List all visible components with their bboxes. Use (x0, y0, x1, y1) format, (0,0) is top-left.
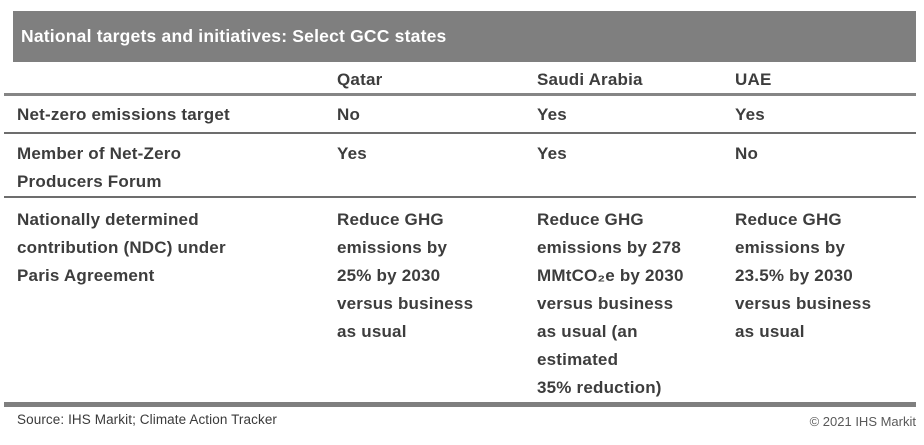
gcc-targets-table: Qatar Saudi Arabia UAE Net-zero emission… (4, 62, 916, 407)
figure-title: National targets and initiatives: Select… (21, 26, 447, 46)
value-cell-qatar: Reduce GHG emissions by 25% by 2030 vers… (337, 210, 474, 341)
value-cell-uae: Reduce GHG emissions by 23.5% by 2030 ve… (735, 210, 872, 341)
source-note: Source: IHS Markit; Climate Action Track… (17, 412, 278, 427)
value-cell-qatar: No (337, 105, 361, 124)
header-cell-saudi-arabia: Saudi Arabia (537, 70, 643, 89)
header-cell-uae: UAE (735, 70, 772, 89)
title-bar: National targets and initiatives: Select… (13, 11, 916, 62)
value-cell-saudi-arabia: Yes (537, 144, 567, 163)
row-label: Net-zero emissions target (17, 105, 230, 124)
value-cell-saudi-arabia: Yes (537, 105, 567, 124)
row-label: Member of Net-Zero Producers Forum (17, 144, 182, 191)
value-cell-saudi-arabia: Reduce GHG emissions by 278 MMtCO₂e by 2… (537, 210, 684, 397)
header-cell-qatar: Qatar (337, 70, 383, 89)
table-row-net-zero-target: Net-zero emissions target No Yes Yes (4, 96, 916, 134)
table-row-ndc: Nationally determined contribution (NDC)… (4, 198, 916, 407)
row-label: Nationally determined contribution (NDC)… (17, 210, 226, 285)
table-header-row: Qatar Saudi Arabia UAE (4, 62, 916, 96)
copyright-note: © 2021 IHS Markit (809, 414, 916, 429)
table-row-producers-forum: Member of Net-Zero Producers Forum Yes Y… (4, 134, 916, 198)
value-cell-uae: Yes (735, 105, 765, 124)
value-cell-uae: No (735, 144, 759, 163)
value-cell-qatar: Yes (337, 144, 367, 163)
